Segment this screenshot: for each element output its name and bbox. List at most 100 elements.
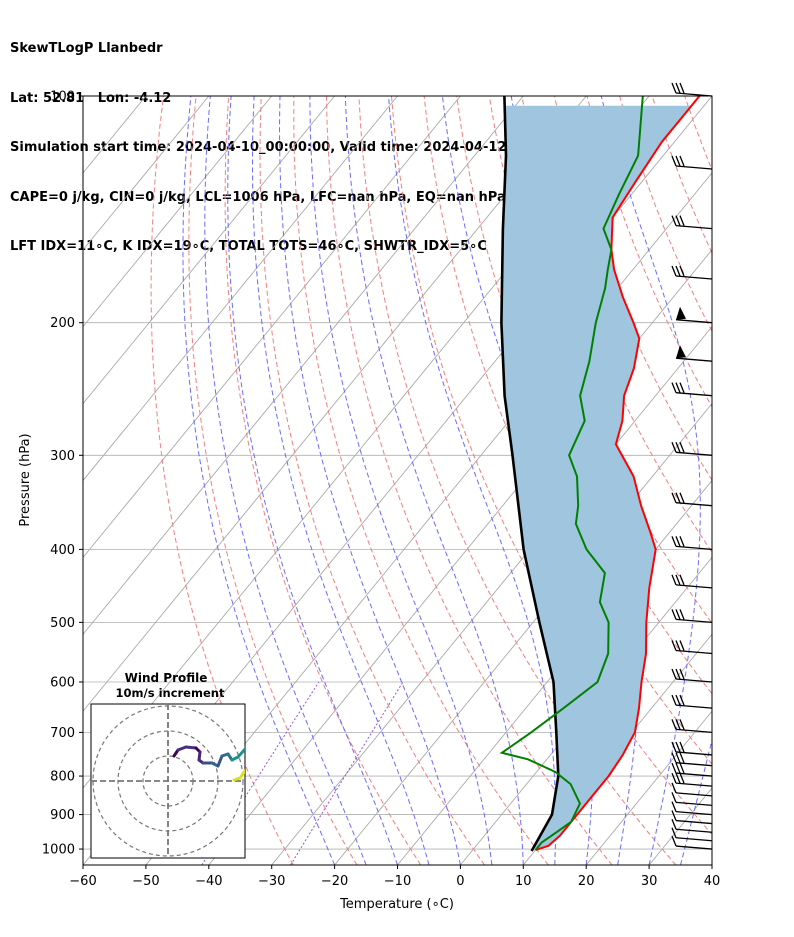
barb-feather	[675, 442, 681, 453]
chart-title: SkewTLogP Llanbedr	[10, 41, 163, 56]
y-tick-label: 600	[50, 675, 75, 690]
hodograph-title: Wind Profile	[125, 671, 208, 685]
parcel-profile-line	[500, 96, 560, 852]
x-tick-label: 40	[704, 874, 721, 889]
wind-barb	[671, 719, 713, 734]
barb-feather	[671, 382, 677, 393]
isotherm	[585, 710, 712, 865]
x-tick-label: −40	[195, 874, 222, 889]
barb-staff	[675, 319, 713, 324]
wind-barb	[671, 694, 713, 709]
wind-barb	[671, 640, 713, 655]
barb-feather	[675, 741, 681, 753]
barb-staff	[675, 357, 713, 362]
y-tick-label: 700	[50, 726, 75, 741]
dry-adiabat	[188, 96, 358, 865]
barb-feather	[679, 442, 685, 453]
x-tick-label: −60	[69, 874, 96, 889]
wind-barb	[671, 82, 713, 97]
isotherm	[83, 96, 398, 482]
hodograph-trace	[232, 769, 245, 782]
wind-barb	[671, 782, 713, 797]
y-tick-label: 200	[50, 316, 75, 331]
barb-feather	[675, 762, 681, 774]
barb-feather	[671, 819, 677, 830]
wind-barb	[671, 609, 713, 624]
isotherm	[83, 96, 587, 712]
barb-feather	[675, 668, 681, 680]
x-tick-label: 20	[578, 874, 595, 889]
barb-feather	[675, 574, 681, 586]
chart-header: SkewTLogP Llanbedr Lat: 52.81 Lon: -4.12…	[10, 8, 603, 272]
moist-adiabat	[182, 96, 336, 865]
y-tick-label: 500	[50, 616, 75, 631]
dewpoint-line	[499, 96, 644, 851]
moist-adiabat	[227, 96, 398, 865]
dry-adiabat	[651, 96, 712, 255]
x-tick-label: −30	[258, 874, 285, 889]
barb-staff	[675, 451, 713, 456]
barb-feather	[679, 719, 685, 730]
moist-adiabat	[278, 96, 461, 865]
wind-barb	[671, 827, 713, 842]
barb-staff	[675, 792, 713, 797]
barb-feather	[675, 492, 681, 503]
barb-feather	[671, 265, 677, 277]
barb-staff	[675, 828, 713, 833]
isotherm	[83, 96, 335, 405]
barb-feather	[679, 694, 685, 706]
y-tick-label: 900	[50, 808, 75, 823]
dry-adiabat	[521, 96, 712, 554]
barb-feather	[671, 810, 677, 821]
wind-barb	[671, 442, 713, 456]
moist-adiabat	[600, 96, 701, 865]
wind-barb	[671, 792, 713, 807]
dry-adiabat	[259, 96, 485, 865]
barb-staff	[675, 224, 713, 230]
barb-feather	[675, 694, 681, 706]
barb-staff	[675, 728, 713, 734]
dry-adiabat	[224, 96, 422, 865]
y-tick-label: 400	[50, 543, 75, 558]
barb-feather	[671, 536, 677, 547]
barb-staff	[675, 502, 713, 507]
moist-adiabat	[344, 96, 524, 865]
wind-barb	[671, 819, 713, 833]
moist-adiabat	[680, 737, 712, 865]
hodograph-trace	[184, 745, 198, 750]
barb-feather	[675, 609, 681, 620]
barb-feather	[671, 574, 677, 586]
x-tick-label: 10	[515, 874, 532, 889]
wind-barb	[671, 668, 713, 683]
isotherm	[334, 402, 712, 865]
barb-staff	[675, 618, 713, 624]
barb-feather	[675, 82, 681, 94]
barb-staff	[675, 751, 713, 756]
wind-barb	[675, 345, 713, 362]
moist-adiabat	[204, 96, 367, 865]
wind-barb	[671, 574, 713, 589]
wind-barb	[671, 536, 713, 551]
barb-feather	[671, 741, 677, 753]
barb-feather	[675, 265, 681, 277]
barb-staff	[675, 837, 713, 842]
barb-feather	[679, 741, 685, 753]
x-tick-label: −50	[132, 874, 159, 889]
wind-barb	[671, 155, 713, 170]
barb-feather	[679, 215, 685, 226]
barb-feather	[671, 492, 677, 503]
barb-pennant	[676, 306, 686, 320]
barb-staff	[675, 584, 713, 589]
cin-area	[501, 105, 692, 850]
barb-feather	[671, 442, 677, 453]
dry-adiabat	[358, 96, 677, 865]
x-tick-label: −10	[384, 874, 411, 889]
hodograph-subtitle: 10m/s increment	[116, 686, 225, 700]
wind-barb	[671, 492, 713, 507]
dry-adiabat	[684, 96, 712, 172]
wind-barb	[671, 215, 713, 230]
sounding-curves	[499, 96, 701, 852]
barb-feather	[671, 609, 677, 620]
dry-adiabat	[717, 96, 794, 865]
barb-staff	[675, 649, 713, 655]
